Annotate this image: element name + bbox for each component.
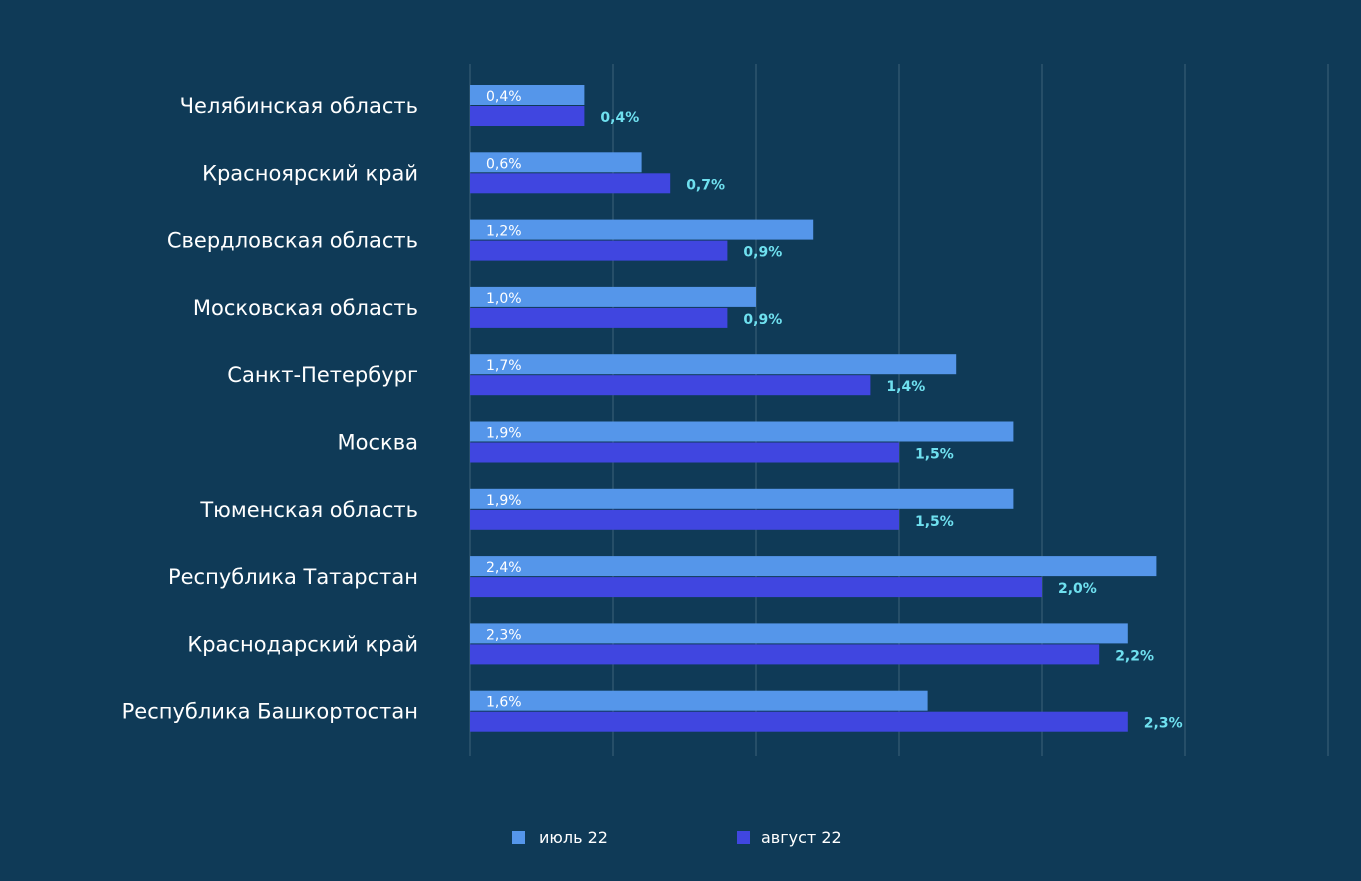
bar-august <box>470 644 1100 665</box>
legend-label-august: август 22 <box>761 828 842 847</box>
value-label-july: 2,4% <box>486 560 522 576</box>
value-label-july: 1,9% <box>486 426 522 442</box>
bar-august <box>470 106 585 126</box>
value-label-august: 0,7% <box>686 177 725 193</box>
bar-august <box>470 442 899 463</box>
value-label-august: 2,0% <box>1058 581 1097 597</box>
bar-august <box>470 711 1128 732</box>
bar-july <box>470 421 1014 442</box>
category-label: Республика Башкортостан <box>122 700 418 724</box>
bars: 0,4% 0,4% 0,6% 0,7% 1,2% 0,9% 1,0% 0,9% 1,7% 1,4%… <box>470 85 1183 732</box>
value-label-august: 2,2% <box>1115 648 1154 664</box>
category-label: Свердловская область <box>167 229 418 253</box>
category-label: Красноярский край <box>202 161 418 185</box>
value-label-august: 1,4% <box>886 379 925 395</box>
value-label-july: 1,7% <box>486 358 522 374</box>
bar-july <box>470 85 585 105</box>
bar-august <box>470 509 899 530</box>
bar-july <box>470 354 957 375</box>
bar-july <box>470 488 1014 509</box>
value-label-july: 0,6% <box>486 156 522 172</box>
bar-july <box>470 556 1157 577</box>
legend: июль 22 август 22 <box>512 828 842 847</box>
category-label: Челябинская область <box>180 94 418 118</box>
category-label: Московская область <box>193 296 418 320</box>
legend-swatch-august <box>737 831 750 844</box>
category-labels: Челябинская область Красноярский край Свер… <box>122 94 418 724</box>
category-label: Краснодарский край <box>187 632 418 656</box>
bar-august <box>470 173 671 194</box>
bar-july <box>470 623 1128 644</box>
legend-swatch-july <box>512 831 525 844</box>
bar-july <box>470 219 814 240</box>
category-label: Республика Татарстан <box>168 565 418 589</box>
legend-label-july: июль 22 <box>539 828 608 847</box>
bar-july <box>470 690 928 711</box>
value-label-july: 1,9% <box>486 493 522 509</box>
bar-july <box>470 152 642 173</box>
value-label-august: 2,3% <box>1144 716 1183 732</box>
value-label-august: 1,5% <box>915 514 954 530</box>
value-label-july: 2,3% <box>486 627 522 643</box>
category-label: Москва <box>338 431 418 455</box>
value-label-august: 1,5% <box>915 447 954 463</box>
bar-august <box>470 375 871 396</box>
value-label-july: 1,0% <box>486 291 522 307</box>
value-label-july: 0,4% <box>486 89 522 105</box>
value-label-august: 0,4% <box>600 110 639 126</box>
category-label: Санкт-Петербург <box>227 363 418 387</box>
bar-july <box>470 286 756 307</box>
category-label: Тюменская область <box>199 498 418 522</box>
bar-august <box>470 577 1042 598</box>
bar-august <box>470 240 728 261</box>
bar-august <box>470 307 728 328</box>
value-label-august: 0,9% <box>743 312 782 328</box>
value-label-july: 1,2% <box>486 224 522 240</box>
value-label-july: 1,6% <box>486 695 522 711</box>
value-label-august: 0,9% <box>743 245 782 261</box>
